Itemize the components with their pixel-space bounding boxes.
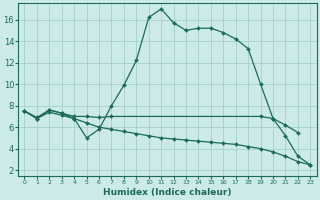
X-axis label: Humidex (Indice chaleur): Humidex (Indice chaleur) [103,188,232,197]
